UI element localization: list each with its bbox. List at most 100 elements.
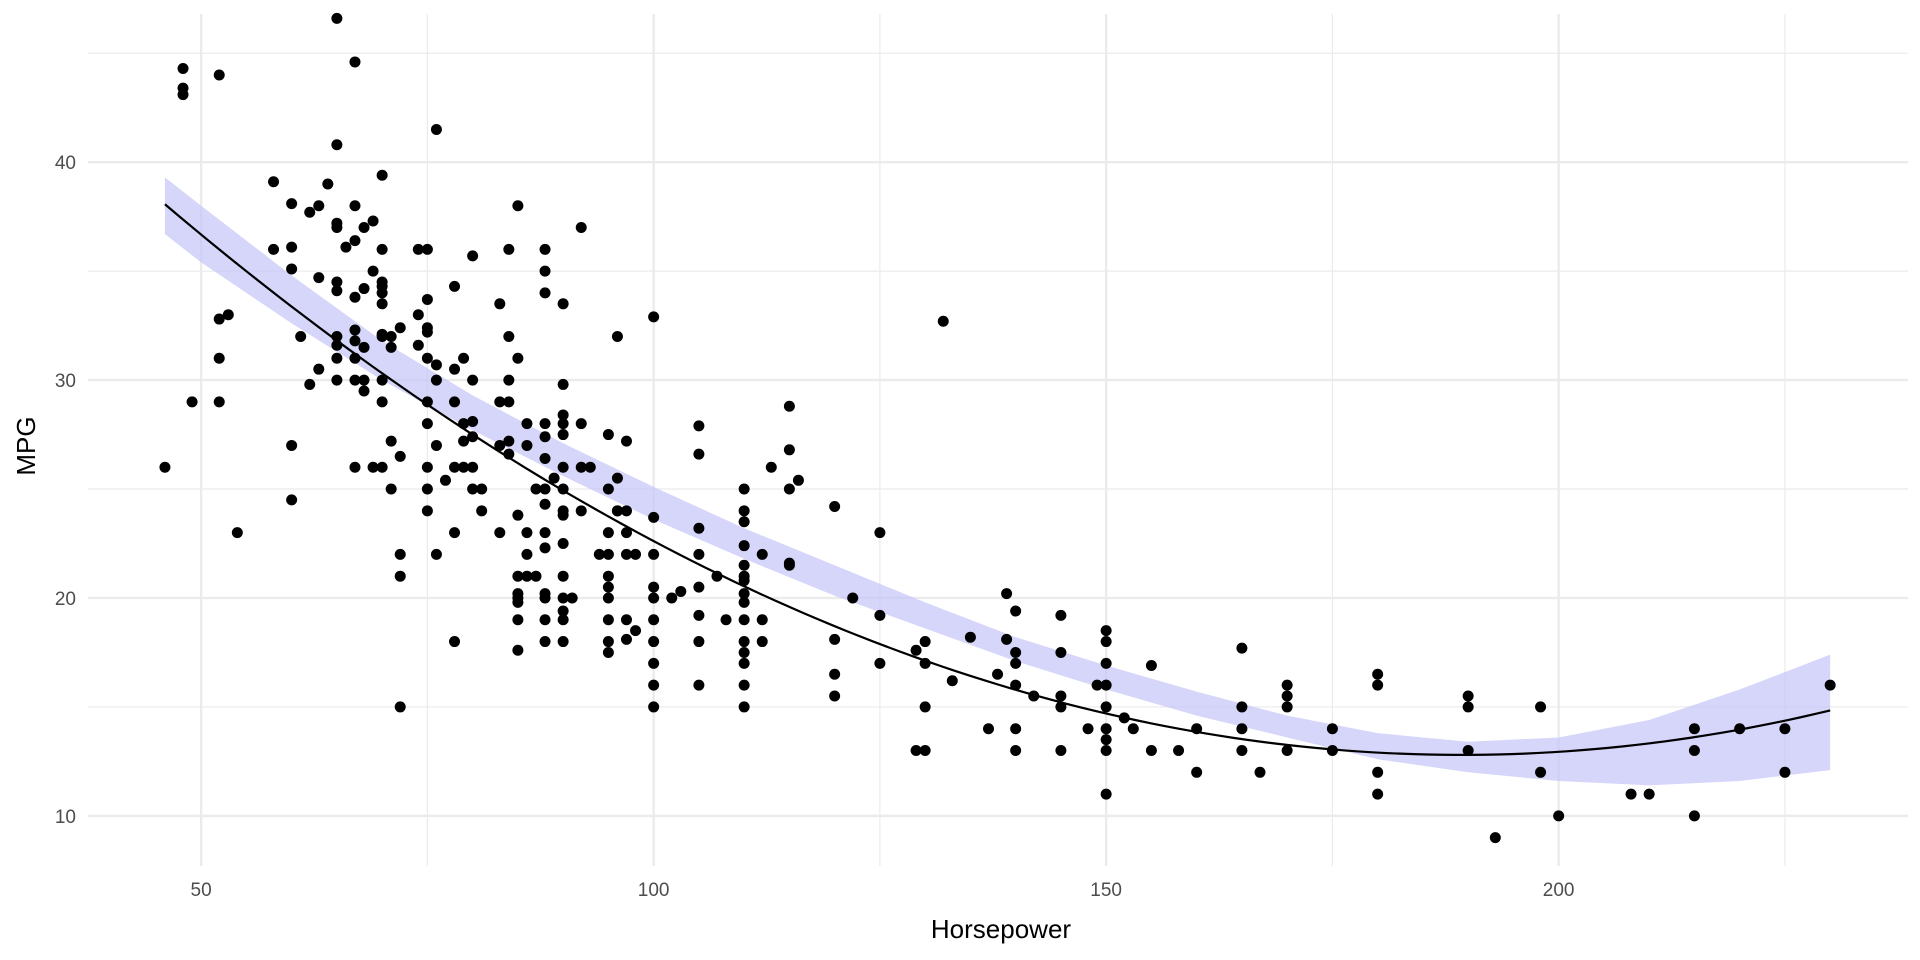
data-point	[557, 298, 569, 310]
data-point	[756, 636, 768, 648]
grid-minor	[88, 14, 1908, 866]
data-point	[358, 341, 370, 353]
data-point	[675, 585, 687, 597]
data-point	[322, 178, 334, 190]
data-point	[421, 352, 433, 364]
data-point	[738, 596, 750, 608]
data-point	[557, 429, 569, 441]
data-point	[539, 265, 551, 277]
data-point	[557, 538, 569, 549]
data-point	[349, 56, 361, 68]
data-point	[539, 287, 551, 299]
data-point	[1010, 605, 1022, 617]
data-point	[620, 548, 632, 560]
data-point	[521, 439, 533, 451]
data-point	[512, 570, 524, 582]
data-point	[1281, 679, 1293, 691]
data-point	[286, 494, 298, 506]
data-point	[874, 609, 886, 621]
data-point	[584, 461, 596, 473]
data-point	[847, 592, 859, 604]
data-point	[1100, 788, 1112, 800]
data-point	[1001, 588, 1013, 600]
data-point	[575, 418, 587, 430]
data-point	[783, 444, 795, 456]
data-point	[557, 418, 569, 430]
x-tick-label: 50	[191, 880, 212, 901]
data-point	[421, 326, 433, 338]
data-point	[358, 385, 370, 397]
data-point	[620, 614, 632, 626]
data-point	[503, 396, 515, 408]
data-point	[449, 461, 461, 473]
data-point	[349, 461, 361, 473]
data-point	[449, 396, 461, 408]
data-point	[313, 363, 325, 375]
data-point	[467, 415, 479, 427]
data-point	[738, 540, 750, 552]
data-point	[222, 309, 234, 321]
data-point	[349, 291, 361, 303]
data-point	[213, 352, 225, 364]
data-point	[602, 429, 614, 441]
data-point	[1372, 766, 1384, 778]
data-point	[1236, 723, 1248, 735]
data-point	[964, 631, 976, 643]
data-point	[783, 559, 795, 571]
data-point	[385, 435, 397, 447]
data-point	[376, 461, 388, 473]
y-tick-label: 40	[55, 153, 76, 174]
data-point	[1055, 701, 1067, 713]
data-point	[792, 474, 804, 486]
data-point	[1281, 745, 1293, 757]
data-point	[602, 527, 614, 539]
data-point	[1100, 701, 1112, 713]
data-point	[557, 509, 569, 521]
data-point	[602, 548, 614, 560]
data-point	[1100, 625, 1112, 637]
data-point	[313, 272, 325, 284]
data-point	[313, 200, 325, 212]
data-point	[919, 636, 931, 648]
data-point	[1372, 668, 1384, 680]
data-point	[268, 243, 280, 255]
data-point	[213, 313, 225, 325]
data-point	[1779, 723, 1791, 735]
data-point	[358, 222, 370, 234]
data-point	[512, 352, 524, 364]
data-point	[666, 592, 678, 604]
data-point	[738, 701, 750, 713]
data-point	[1688, 810, 1700, 822]
data-point	[494, 396, 506, 408]
data-point	[1127, 723, 1139, 735]
data-point	[738, 636, 750, 648]
data-point	[630, 548, 642, 560]
data-point	[421, 418, 433, 430]
data-point	[159, 461, 171, 473]
data-point	[1535, 701, 1547, 713]
data-point	[1055, 646, 1067, 658]
data-point	[557, 592, 569, 604]
data-point	[385, 331, 397, 342]
data-point	[385, 483, 397, 495]
data-point	[349, 200, 361, 212]
data-point	[286, 241, 298, 253]
data-point	[1281, 701, 1293, 713]
data-point	[693, 448, 705, 460]
data-point	[1372, 788, 1384, 800]
data-point	[783, 483, 795, 495]
data-point	[575, 505, 587, 517]
data-point	[376, 396, 388, 408]
y-axis-title: MPG	[11, 416, 41, 475]
data-point	[1145, 660, 1157, 672]
data-point	[693, 679, 705, 691]
data-point	[1372, 679, 1384, 691]
data-point	[983, 723, 994, 735]
data-point	[286, 198, 298, 210]
y-axis-ticks: 10 20 30 40	[55, 153, 76, 828]
data-point	[1001, 633, 1013, 645]
y-tick-label: 30	[55, 371, 76, 392]
data-point	[548, 472, 560, 484]
